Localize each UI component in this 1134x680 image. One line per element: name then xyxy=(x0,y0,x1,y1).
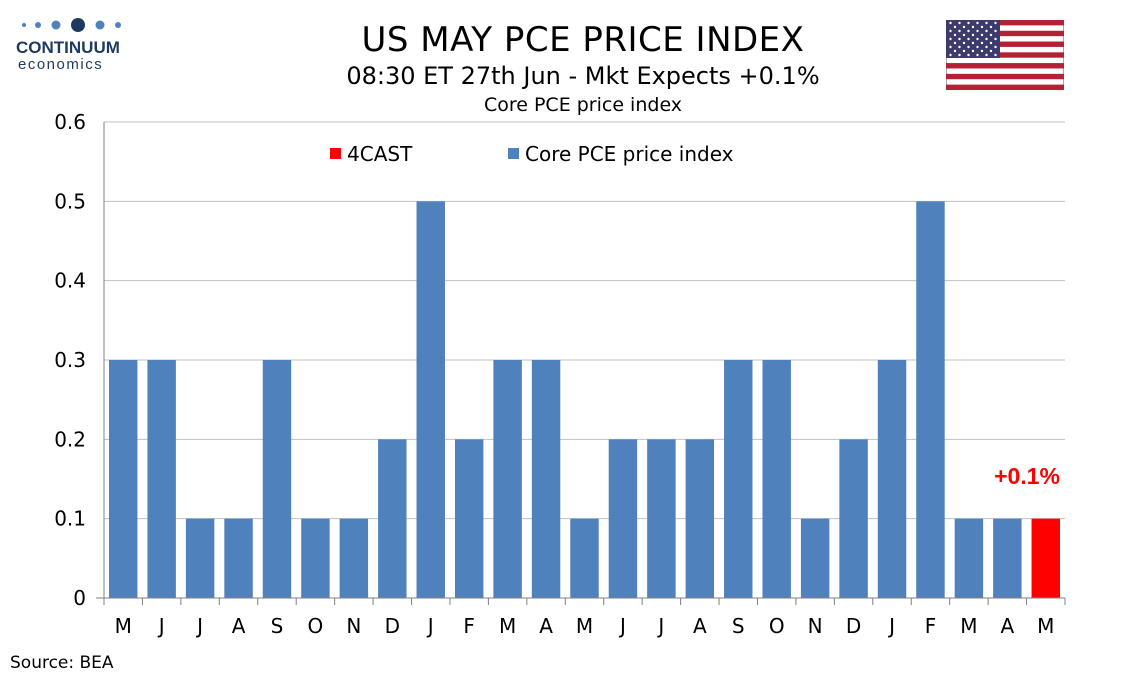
forecast-annotation: +0.1% xyxy=(994,463,1060,489)
bar-actual xyxy=(685,439,715,598)
bar-actual xyxy=(608,439,638,598)
x-tick-label: O xyxy=(769,614,785,638)
bar-actual xyxy=(570,518,599,598)
bar-actual xyxy=(454,439,484,598)
chart-title: Core PCE price index xyxy=(483,94,683,116)
x-tick-label: S xyxy=(732,614,745,638)
bar-actual xyxy=(916,201,945,599)
bar-actual xyxy=(839,439,868,598)
bar-actual xyxy=(531,360,561,598)
x-tick-label: J xyxy=(656,614,664,638)
bar-actual xyxy=(993,518,1022,598)
legend-swatch-actual xyxy=(508,148,519,159)
x-tick-label: J xyxy=(157,614,165,638)
bar-actual xyxy=(493,360,522,598)
page-title: US MAY PCE PRICE INDEX xyxy=(361,20,805,60)
bar-actual xyxy=(301,518,330,598)
bar-forecast xyxy=(1031,518,1061,598)
bar-actual xyxy=(877,360,907,598)
logo-dots-icon xyxy=(22,18,121,32)
x-tick-label: S xyxy=(271,614,284,638)
x-tick-label: M xyxy=(499,614,516,638)
x-tick-label: N xyxy=(346,614,361,638)
y-tick-label: 0.6 xyxy=(54,110,86,134)
bar-actual xyxy=(147,360,176,598)
bar-actual xyxy=(185,518,215,598)
x-tick-label: A xyxy=(539,614,553,638)
bar-actual xyxy=(224,518,253,598)
bar-actual xyxy=(724,360,753,598)
y-tick-label: 0.4 xyxy=(54,269,86,293)
x-tick-label: D xyxy=(385,614,400,638)
x-tick-label: O xyxy=(308,614,324,638)
legend-label-actual: Core PCE price index xyxy=(525,142,734,166)
brand-name: CONTINUUM xyxy=(16,38,120,57)
x-tick-label: F xyxy=(463,614,475,638)
bar-actual xyxy=(108,360,138,598)
y-tick-label: 0.5 xyxy=(54,189,86,213)
bar-actual xyxy=(262,360,292,598)
legend: 4CAST Core PCE price index xyxy=(330,142,734,166)
page-subtitle: 08:30 ET 27th Jun - Mkt Expects +0.1% xyxy=(346,62,820,90)
y-tick-label: 0 xyxy=(73,586,86,610)
x-tick-label: J xyxy=(195,614,203,638)
y-tick-label: 0.1 xyxy=(54,507,86,531)
brand-logo: CONTINUUM economics xyxy=(12,14,142,76)
x-tick-label: J xyxy=(618,614,626,638)
bar-actual xyxy=(416,201,445,599)
x-tick-label: M xyxy=(1037,614,1054,638)
x-tick-label: N xyxy=(808,614,823,638)
source-note: Source: BEA xyxy=(10,653,114,673)
x-tick-label: D xyxy=(846,614,861,638)
x-tick-label: A xyxy=(693,614,707,638)
us-flag-icon xyxy=(946,20,1064,90)
x-tick-label: J xyxy=(426,614,434,638)
y-tick-label: 0.2 xyxy=(54,427,86,451)
x-tick-label: A xyxy=(232,614,246,638)
legend-swatch-forecast xyxy=(330,148,341,159)
x-tick-label: M xyxy=(960,614,977,638)
bar-actual xyxy=(339,518,369,598)
legend-label-forecast: 4CAST xyxy=(347,142,413,166)
bar-actual xyxy=(378,439,407,598)
x-tick-label: M xyxy=(576,614,593,638)
bar-actual xyxy=(762,360,791,598)
bar-actual xyxy=(800,518,830,598)
brand-sub: economics xyxy=(18,56,104,73)
x-tick-label: F xyxy=(925,614,937,638)
x-tick-label: J xyxy=(887,614,895,638)
bar-actual xyxy=(954,518,984,598)
bar-actual xyxy=(647,439,676,598)
x-tick-label: M xyxy=(115,614,132,638)
x-tick-label: A xyxy=(1000,614,1014,638)
y-tick-label: 0.3 xyxy=(54,348,86,372)
